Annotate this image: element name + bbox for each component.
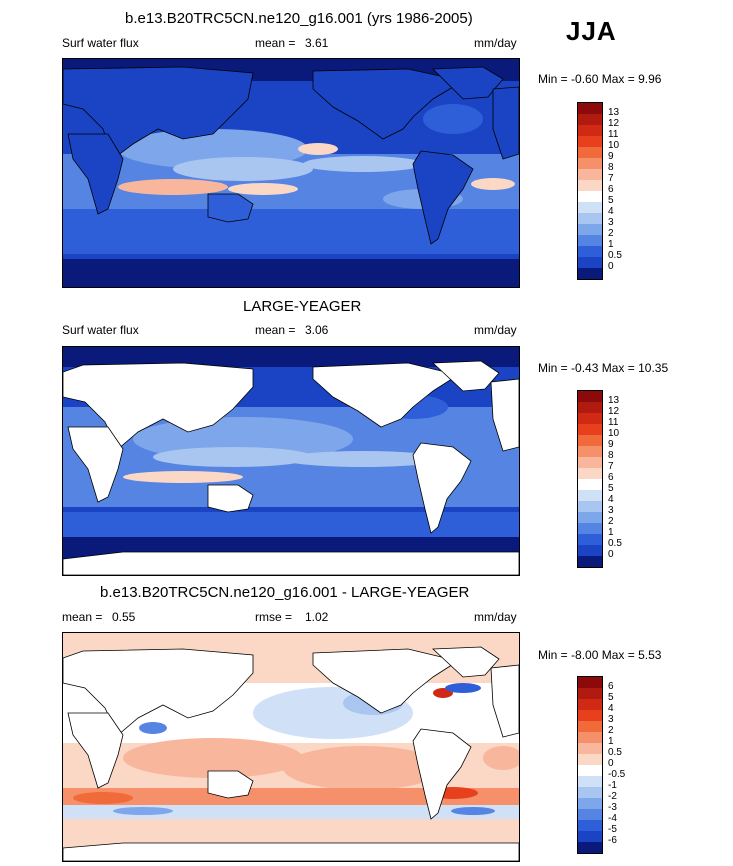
panel3-cbar-tick: 0 xyxy=(608,758,614,769)
panel1-cbar-tick: 3 xyxy=(608,217,614,228)
panel1-max-label: Max = xyxy=(601,72,635,86)
panel2-max-label: Max = xyxy=(601,361,635,375)
panel1-colorbar xyxy=(577,102,603,280)
panel2-field-label: Surf water flux xyxy=(62,323,139,337)
panel2-cbar-tick: 12 xyxy=(608,406,620,417)
panel2-mean-label: mean = xyxy=(255,323,296,337)
panel3-cbar-tick: 2 xyxy=(608,725,614,736)
panel1-cbar-tick: 9 xyxy=(608,151,614,162)
panel3-map xyxy=(62,632,520,862)
panel3-cbar-tick: -6 xyxy=(608,835,617,846)
panel1-mean-label: mean = xyxy=(255,36,296,50)
panel3-cbar-tick: -3 xyxy=(608,802,617,813)
panel2-cbar-tick: 13 xyxy=(608,395,620,406)
panel2-map-svg xyxy=(63,347,519,575)
panel1-title: b.e13.B20TRC5CN.ne120_g16.001 (yrs 1986-… xyxy=(125,10,473,27)
panel1-min-value: -0.60 xyxy=(571,72,599,86)
panel1-cbar-tick: 10 xyxy=(608,140,620,151)
panel2-cbar-tick: 7 xyxy=(608,461,614,472)
panel1-map xyxy=(62,58,520,288)
panel3-cbar-tick: 1 xyxy=(608,736,614,747)
panel2-title: LARGE-YEAGER xyxy=(243,298,362,315)
panel2-cbar-tick: 9 xyxy=(608,439,614,450)
panel3-cbar-tick: 3 xyxy=(608,714,614,725)
panel1-minmax: Min = -0.60 Max = 9.96 xyxy=(538,72,661,86)
panel2-cbar-tick: 10 xyxy=(608,428,620,439)
panel1-field-label: Surf water flux xyxy=(62,36,139,50)
panel2-cbar-tick: 1 xyxy=(608,527,614,538)
panel1-cbar-tick: 6 xyxy=(608,184,614,195)
panel2-minmax: Min = -0.43 Max = 10.35 xyxy=(538,361,668,375)
panel3-title: b.e13.B20TRC5CN.ne120_g16.001 - LARGE-YE… xyxy=(100,584,470,601)
panel3-cbar-tick: -1 xyxy=(608,780,617,791)
panel3-rmse-value: 1.02 xyxy=(305,610,329,624)
panel2-colorbar xyxy=(577,390,603,568)
panel2-map xyxy=(62,346,520,576)
panel3-cbar-tick: 6 xyxy=(608,681,614,692)
panel1-min-label: Min = xyxy=(538,72,568,86)
panel2-units: mm/day xyxy=(474,323,517,337)
panel1-cbar-tick: 12 xyxy=(608,118,620,129)
panel3-max-label: Max = xyxy=(601,648,635,662)
panel3-rmse-label: rmse = xyxy=(255,610,293,624)
panel1-cbar-tick: 5 xyxy=(608,195,614,206)
panel3-min-value: -8.00 xyxy=(571,648,599,662)
panel2-mean-value: 3.06 xyxy=(305,323,329,337)
panel1-mean-value: 3.61 xyxy=(305,36,329,50)
panel3-cbar-tick: 5 xyxy=(608,692,614,703)
panel2-max-value: 10.35 xyxy=(638,361,669,375)
panel3-colorbar xyxy=(577,676,603,854)
panel3-cbar-tick: 0.5 xyxy=(608,747,622,758)
panel3-cbar-tick: -5 xyxy=(608,824,617,835)
panel1-cbar-tick: 0 xyxy=(608,261,614,272)
panel1-cbar-tick: 4 xyxy=(608,206,614,217)
panel3-mean-value: 0.55 xyxy=(112,610,136,624)
panel3-cbar-tick: -2 xyxy=(608,791,617,802)
panel1-cbar-tick: 8 xyxy=(608,162,614,173)
panel3-mean-label: mean = xyxy=(62,610,103,624)
panel2-cbar-tick: 4 xyxy=(608,494,614,505)
panel3-cbar-tick: -4 xyxy=(608,813,617,824)
panel2-cbar-tick: 0 xyxy=(608,549,614,560)
panel1-max-value: 9.96 xyxy=(638,72,662,86)
season-label: JJA xyxy=(566,16,617,46)
panel1-cbar-tick: 7 xyxy=(608,173,614,184)
panel3-cbar-tick: -0.5 xyxy=(608,769,626,780)
panel1-cbar-tick: 13 xyxy=(608,107,620,118)
panel1-cbar-tick: 1 xyxy=(608,239,614,250)
panel2-cbar-tick: 2 xyxy=(608,516,614,527)
panel3-max-value: 5.53 xyxy=(638,648,662,662)
panel1-cbar-tick: 11 xyxy=(608,129,619,140)
panel2-cbar-tick: 8 xyxy=(608,450,614,461)
panel3-minmax: Min = -8.00 Max = 5.53 xyxy=(538,648,661,662)
panel2-min-value: -0.43 xyxy=(571,361,599,375)
panel3-min-label: Min = xyxy=(538,648,568,662)
panel3-cbar-tick: 4 xyxy=(608,703,614,714)
panel1-cbar-tick: 0.5 xyxy=(608,250,622,261)
panel2-cbar-tick: 6 xyxy=(608,472,614,483)
panel2-cbar-tick: 0.5 xyxy=(608,538,622,549)
panel3-map-svg xyxy=(63,633,519,861)
panel2-cbar-tick: 11 xyxy=(608,417,619,428)
panel2-cbar-tick: 3 xyxy=(608,505,614,516)
panel1-cbar-tick: 2 xyxy=(608,228,614,239)
panel3-units: mm/day xyxy=(474,610,517,624)
panel1-units: mm/day xyxy=(474,36,517,50)
panel2-min-label: Min = xyxy=(538,361,568,375)
panel1-map-svg xyxy=(63,59,519,287)
panel2-cbar-tick: 5 xyxy=(608,483,614,494)
